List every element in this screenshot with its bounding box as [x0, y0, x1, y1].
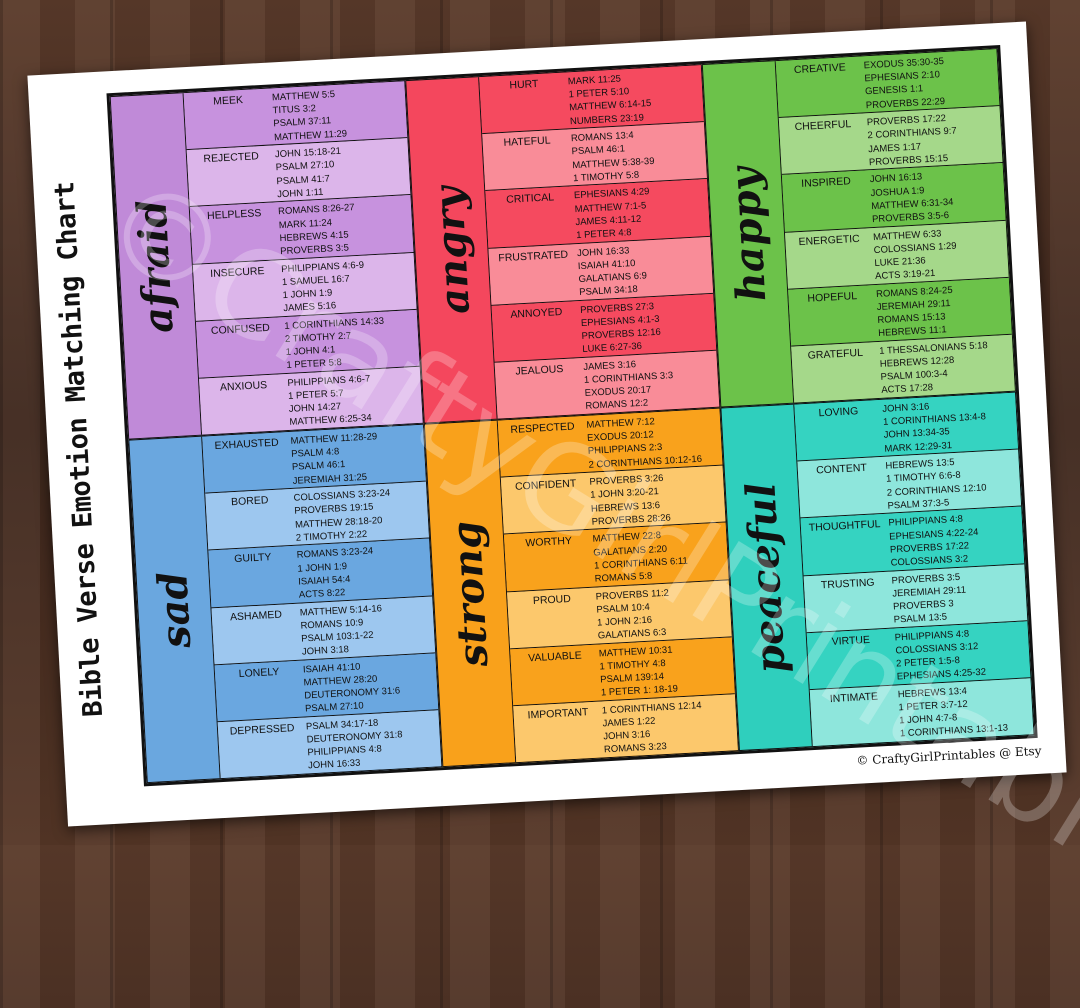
emotion-chart-grid: afraid MEEK MATTHEW 5:5 TITUS 3:2 PSALM 37:1… — [106, 44, 1038, 787]
emotion-name: CONTENT — [815, 461, 868, 477]
emotion-group-afraid: afraid MEEK MATTHEW 5:5 TITUS 3:2 PSALM 37:1… — [109, 80, 425, 440]
emotion-name: HURT — [509, 77, 539, 92]
emotion-name: MEEK — [212, 93, 244, 108]
verse-list: JOHN 15:18-21 PSALM 27:10 PSALM 41:7 JOHN 1… — [275, 138, 411, 201]
emotion-name: ANNOYED — [510, 305, 563, 321]
emotion-name: ANXIOUS — [219, 378, 268, 394]
verse-list: COLOSSIANS 3:23-24 PROVERBS 19:15 MATTHEW … — [293, 482, 429, 545]
group-label-text: sad — [148, 569, 201, 649]
verse-list: MATTHEW 10:31 1 TIMOTHY 4:8 PSALM 139:14 1 … — [598, 637, 734, 700]
emotion-name: VALUABLE — [527, 649, 582, 665]
verse-list: PHILIPPIANS 4:8 EPHESIANS 4:22-24 PROVERBS… — [888, 507, 1024, 570]
verse-list: MATTHEW 7:12 EXODUS 20:12 PHILIPPIANS 2:3 2… — [586, 409, 722, 472]
emotion-name: ENERGETIC — [798, 232, 861, 248]
group-label-text: afraid — [128, 198, 183, 334]
verse-list: PHILIPPIANS 4:6-9 1 SAMUEL 16:7 1 JOHN 1:9… — [281, 252, 417, 315]
emotion-name: BORED — [230, 494, 269, 509]
verse-list: PROVERBS 11:2 PSALM 10:4 1 JOHN 2:16 GALATI… — [595, 580, 731, 643]
emotion-name: EXHAUSTED — [214, 436, 280, 452]
emotion-name: CRITICAL — [505, 191, 555, 207]
emotion-name: ASHAMED — [229, 608, 283, 623]
emotion-name: HOPEFUL — [807, 289, 858, 305]
emotion-name: GUILTY — [233, 551, 272, 566]
emotion-group-strong: strong RESPECTED MATTHEW 7:12 EXODUS 20:12 P… — [424, 407, 739, 768]
emotion-row: IMPORTANT 1 CORINTHIANS 12:14 JAMES 1:22 JO… — [513, 694, 738, 763]
group-label-text: peaceful — [737, 480, 795, 674]
emotion-name: PROUD — [532, 592, 572, 607]
verse-list: MATTHEW 6:33 COLOSSIANS 1:29 LUKE 21:36 ACT… — [873, 220, 1009, 283]
verse-list: MATTHEW 11:28-29 PSALM 4:8 PSALM 46:1 JEREM… — [290, 425, 426, 488]
emotion-name: DEPRESSED — [229, 721, 295, 738]
emotion-name: REJECTED — [203, 150, 260, 166]
emotion-name: CHEERFUL — [794, 118, 852, 134]
emotion-name: WORTHY — [525, 535, 573, 550]
emotion-name: HELPLESS — [206, 207, 262, 223]
emotion-name: JEALOUS — [515, 362, 564, 378]
emotion-name: RESPECTED — [510, 420, 575, 436]
verse-list: ROMANS 13:4 PSALM 46:1 MATTHEW 5:38-39 1 TI… — [570, 122, 706, 185]
group-label-text: angry — [424, 185, 479, 315]
emotion-name: HATEFUL — [503, 134, 551, 150]
verse-list: 1 THESSALONIANS 5:18 HEBREWS 12:28 PSALM 1… — [879, 335, 1015, 398]
emotion-row: DEPRESSED PSALM 34:17-18 DEUTERONOMY 31:8 P… — [217, 710, 442, 779]
emotion-name: CONFIDENT — [514, 477, 577, 493]
verse-list: PHILIPPIANS 4:6-7 1 PETER 5:7 JOHN 14:27 MA… — [287, 367, 423, 430]
verse-list: ROMANS 8:24-25 JEREMIAH 29:11 ROMANS 15:13… — [876, 278, 1012, 341]
emotion-group-peaceful: peaceful LOVING JOHN 3:16 1 CORINTHIANS 13:… — [720, 391, 1035, 752]
verse-list: PROVERBS 3:5 JEREMIAH 29:11 PROVERBS 3 PSAL… — [891, 564, 1027, 627]
verse-list: EPHESIANS 4:29 MATTHEW 7:1-5 JAMES 4:11-12… — [574, 179, 710, 242]
verse-list: MARK 11:25 1 PETER 5:10 MATTHEW 6:14-15 NUM… — [567, 65, 703, 128]
credit-line: © CraftyGirlPrintables @ Etsy — [856, 743, 1042, 768]
verse-list: HEBREWS 13:5 1 TIMOTHY 6:6-8 2 CORINTHIANS… — [885, 450, 1021, 513]
emotion-name: LONELY — [238, 665, 280, 680]
emotion-name: FRUSTRATED — [498, 248, 569, 264]
verse-list: PROVERBS 3:26 1 JOHN 3:20-21 HEBREWS 13:6 P… — [589, 466, 725, 529]
verse-list: JAMES 3:16 1 CORINTHIANS 3:3 EXODUS 20:17 R… — [583, 351, 719, 414]
emotion-name: LOVING — [818, 405, 859, 420]
verse-list: JOHN 16:13 JOSHUA 1:9 MATTHEW 6:31-34 PROVE… — [869, 163, 1005, 226]
chart-title: Bible Verse Emotion Matching Chart — [49, 181, 110, 718]
verse-list: ROMANS 8:26-27 MARK 11:24 HEBREWS 4:15 PROV… — [278, 195, 414, 258]
emotion-name: THOUGHTFUL — [808, 518, 881, 535]
verse-list: MATTHEW 5:5 TITUS 3:2 PSALM 37:11 MATTHEW 1… — [271, 81, 407, 144]
group-label-text: happy — [720, 165, 775, 303]
verse-list: PROVERBS 27:3 EPHESIANS 4:1-3 PROVERBS 12:… — [580, 294, 716, 357]
emotion-name: CONFUSED — [210, 321, 271, 337]
verse-list: EXODUS 35:30-35 EPHESIANS 2:10 GENESIS 1:1… — [863, 49, 999, 112]
verse-list: 1 CORINTHIANS 12:14 JAMES 1:22 JOHN 3:16 RO… — [601, 694, 737, 757]
verse-list: JOHN 16:33 ISAIAH 41:10 GALATIANS 6:9 PSALM… — [577, 236, 713, 299]
emotion-name: TRUSTING — [820, 576, 875, 591]
verse-list: ROMANS 3:23-24 1 JOHN 1:9 ISAIAH 54:4 ACTS … — [296, 539, 432, 602]
verse-list: PROVERBS 17:22 2 CORINTHIANS 9:7 JAMES 1:1… — [866, 106, 1002, 169]
verse-list: PHILIPPIANS 4:8 COLOSSIANS 3:12 2 PETER 1:… — [894, 621, 1030, 684]
group-label-text: strong — [442, 519, 498, 668]
verse-list: PSALM 34:17-18 DEUTERONOMY 31:8 PHILIPPIAN… — [306, 710, 442, 773]
verse-list: JOHN 3:16 1 CORINTHIANS 13:4-8 JOHN 13:34-… — [882, 393, 1018, 456]
emotion-name: INSPIRED — [800, 175, 852, 191]
emotion-row: INTIMATE HEBREWS 13:4 1 PETER 3:7-12 1 JOHN… — [809, 678, 1034, 747]
verse-list: ISAIAH 41:10 MATTHEW 28:20 DEUTERONOMY 31:… — [302, 653, 438, 716]
printable-chart-sheet: Bible Verse Emotion Matching Chart afrai… — [27, 21, 1080, 948]
emotion-name: INSECURE — [209, 264, 265, 280]
verse-list: 1 CORINTHIANS 14:33 2 TIMOTHY 2:7 1 JOHN 4… — [284, 310, 420, 373]
emotion-group-happy: happy CREATIVE EXODUS 35:30-35 EPHESIANS 2:… — [701, 48, 1016, 408]
emotion-name: INTIMATE — [829, 690, 879, 705]
emotion-name: IMPORTANT — [527, 706, 589, 722]
verse-list: HEBREWS 13:4 1 PETER 3:7-12 1 JOHN 4:7-8 1 … — [897, 678, 1033, 741]
emotion-group-sad: sad EXHAUSTED MATTHEW 11:28-29 PSALM 4:8 PSA… — [128, 423, 443, 784]
emotion-name: CREATIVE — [793, 61, 846, 77]
emotion-name: GRATEFUL — [807, 346, 864, 362]
verse-list: MATTHEW 22:8 GALATIANS 2:20 1 CORINTHIANS … — [592, 523, 728, 586]
verse-list: MATTHEW 5:14-16 ROMANS 10:9 PSALM 103:1-22… — [299, 596, 435, 659]
emotion-group-angry: angry HURT MARK 11:25 1 PETER 5:10 MATTHEW 6… — [405, 64, 721, 424]
emotion-name: VIRTUE — [831, 633, 871, 648]
